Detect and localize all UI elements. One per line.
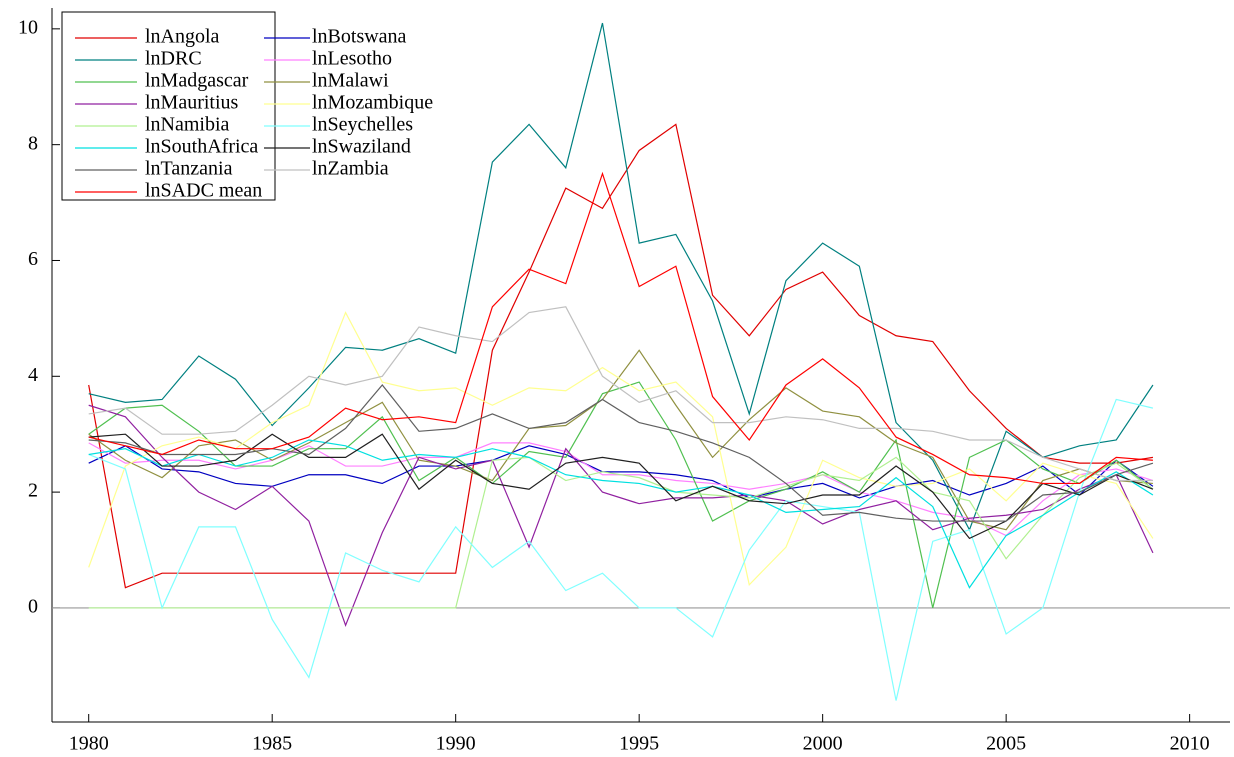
series-line	[88, 384, 1154, 522]
legend-label: lnMalawi	[312, 70, 389, 92]
legend-label: lnLesotho	[312, 48, 392, 70]
y-tick-label: 6	[28, 248, 38, 270]
x-tick-label: 1990	[436, 733, 476, 755]
legend-label: lnAngola	[145, 26, 220, 48]
legend-label: lnMadgascar	[145, 70, 249, 92]
x-tick-label: 2000	[803, 733, 843, 755]
legend-label: lnSeychelles	[312, 114, 413, 136]
series-line	[88, 404, 1154, 628]
legend-label: lnNamibia	[145, 114, 230, 136]
y-tick-label: 8	[28, 132, 38, 154]
y-tick-label: 2	[28, 480, 38, 502]
series-line	[88, 398, 1154, 701]
legend-label: lnTanzania	[145, 158, 233, 180]
series-line	[88, 123, 1154, 589]
legend-label: lnDRC	[145, 48, 202, 70]
x-tick-label: 1980	[69, 733, 109, 755]
series-line	[88, 381, 1154, 609]
legend-label: lnSouthAfrica	[145, 136, 258, 158]
legend-box	[61, 11, 276, 201]
y-tick-label: 4	[28, 364, 38, 386]
legend-label: lnZambia	[312, 158, 389, 180]
x-tick-label: 2005	[986, 733, 1026, 755]
legend-label: lnSwaziland	[312, 136, 411, 158]
series-line	[88, 445, 1154, 499]
x-tick-label: 2010	[1170, 733, 1210, 755]
series-line	[88, 349, 1153, 531]
series-line	[88, 433, 1154, 540]
legend-label: lnBotswana	[312, 26, 407, 48]
legend-label: lnSADC mean	[145, 180, 262, 202]
series-line	[88, 311, 1154, 586]
series-line	[88, 306, 1153, 482]
y-tick-label: 10	[18, 16, 38, 38]
x-tick-label: 1995	[619, 733, 659, 755]
legend-label: lnMozambique	[312, 92, 433, 114]
series-line	[88, 439, 1154, 589]
y-tick-label: 0	[28, 596, 38, 618]
legend-label: lnMauritius	[145, 92, 239, 114]
series-line	[88, 22, 1154, 532]
series-line	[88, 456, 1154, 609]
series-line	[88, 171, 1153, 485]
x-tick-label: 1985	[252, 733, 292, 755]
